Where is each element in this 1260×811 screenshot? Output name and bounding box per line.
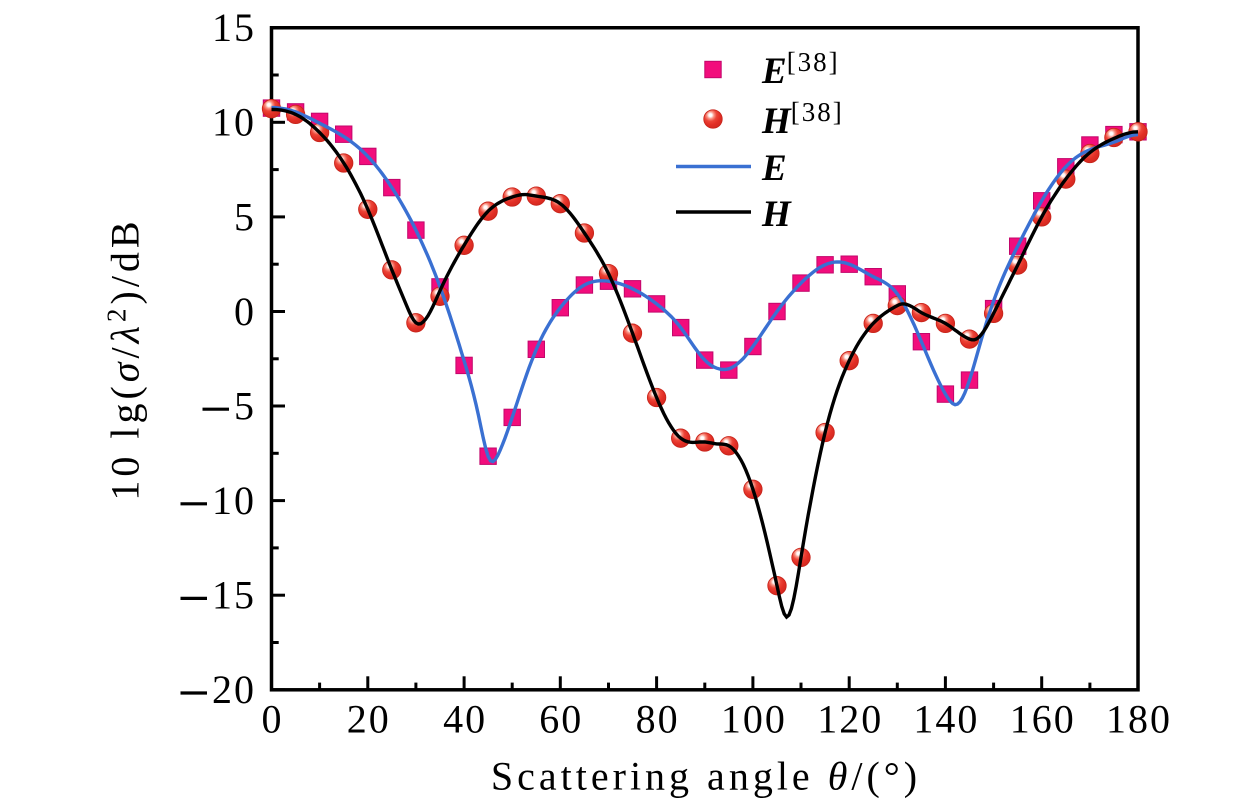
svg-text:15: 15 — [212, 573, 256, 618]
svg-text:40: 40 — [443, 697, 487, 742]
svg-text:H: H — [761, 194, 792, 235]
svg-text:E[38]: E[38] — [761, 47, 840, 92]
svg-text:140: 140 — [913, 697, 979, 742]
svg-text:E: E — [761, 148, 787, 189]
svg-text:H[38]: H[38] — [761, 97, 844, 142]
svg-text:100: 100 — [721, 697, 787, 742]
svg-text:Scattering angle θ/(°): Scattering angle θ/(°) — [491, 754, 921, 799]
svg-text:0: 0 — [262, 697, 284, 742]
svg-text:20: 20 — [347, 697, 391, 742]
svg-text:10: 10 — [212, 100, 256, 145]
svg-text:60: 60 — [539, 697, 583, 742]
svg-text:15: 15 — [212, 5, 256, 50]
svg-text:120: 120 — [817, 697, 883, 742]
svg-text:160: 160 — [1010, 697, 1076, 742]
svg-text:10 lg(σ/λ2)/dB: 10 lg(σ/λ2)/dB — [102, 217, 148, 500]
svg-text:20: 20 — [212, 667, 256, 712]
svg-text:80: 80 — [636, 697, 680, 742]
svg-text:180: 180 — [1106, 697, 1172, 742]
svg-text:5: 5 — [234, 383, 256, 428]
svg-text:0: 0 — [234, 289, 256, 334]
svg-text:10: 10 — [212, 478, 256, 523]
svg-text:5: 5 — [234, 194, 256, 239]
